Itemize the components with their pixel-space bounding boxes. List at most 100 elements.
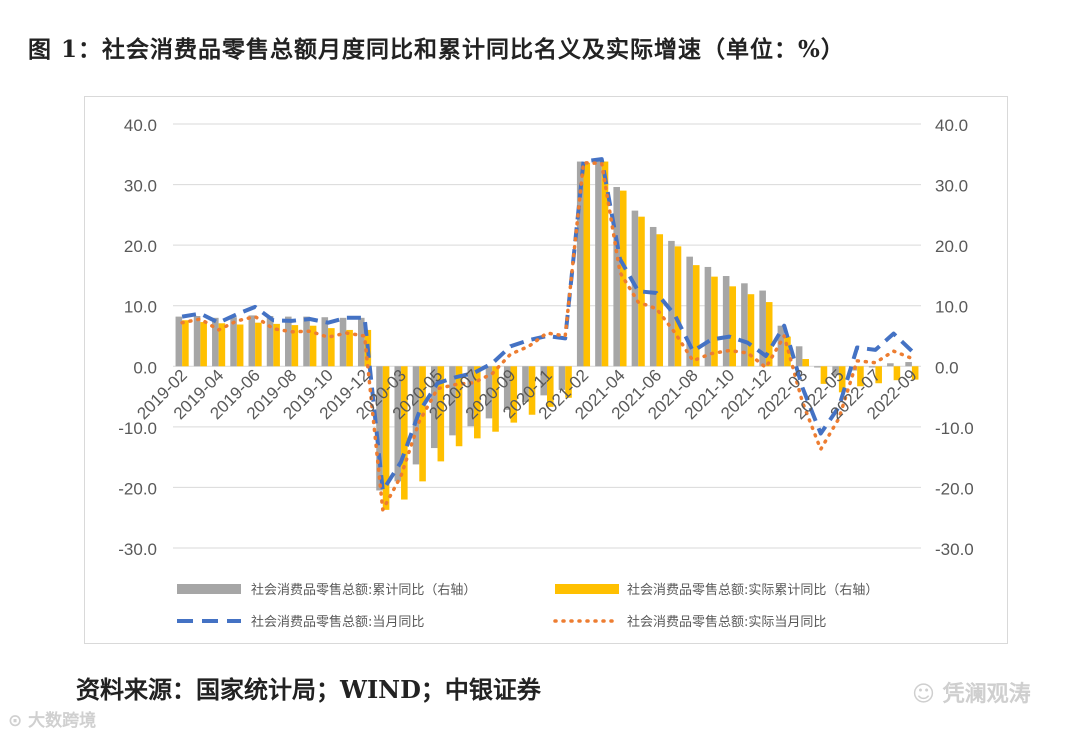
bar-cum-real [273,323,280,367]
bar-cum-nominal [741,283,748,367]
bar-cum-nominal [503,366,511,410]
bar-cum-nominal [175,316,183,367]
watermark-right: ☺ 凭澜观涛 [912,676,1031,708]
y-tick-label-left: -30.0 [118,540,157,559]
bar-cum-real [857,366,864,387]
bar-cum-nominal [595,160,602,367]
watermark-left: ⊙ 大数跨境 [8,706,96,731]
bar-cum-real [838,366,846,393]
bar-cum-real [218,323,226,367]
bar-cum-real [510,366,518,423]
bar-cum-nominal [668,240,675,367]
bar-cum-real [729,286,737,367]
bar-cum-real [547,366,554,407]
y-tick-label-right: 40.0 [935,116,968,135]
bar-cum-nominal [230,317,237,367]
bar-cum-nominal [558,366,566,390]
weibo-icon: ⊙ [8,711,29,731]
source-note: 资料来源：国家统计局；WIND；中银证券 [76,675,541,704]
bar-cum-nominal [759,290,766,367]
bar-cum-real [382,366,390,510]
bar-cum-real [619,190,627,367]
bar-cum-nominal [649,226,657,367]
bar-cum-real [255,322,262,367]
bar-cum-nominal [303,316,310,367]
wechat-icon: ☺ [912,682,943,707]
y-tick-label-right: 0.0 [935,358,959,377]
bar-cum-nominal [832,366,839,376]
bar-cum-real [291,325,299,367]
bar-cum-real [656,234,664,367]
bar-cum-real [802,359,809,367]
bar-cum-real [309,325,317,367]
bar-cum-nominal [613,186,620,367]
bar-cum-nominal [887,363,894,367]
bar-cum-real [893,366,901,381]
bar-cum-nominal [430,366,438,449]
bar-cum-nominal [449,366,456,436]
bar-cum-real [765,302,773,367]
y-tick-label-right: 30.0 [935,177,968,196]
bar-cum-nominal [686,256,693,367]
bar-cum-nominal [777,325,785,367]
bar-cum-real [474,366,481,439]
y-tick-label-left: 40.0 [124,116,157,135]
y-tick-label-right: -30.0 [935,540,974,559]
y-tick-label-left: 20.0 [124,237,157,256]
bar-cum-nominal [467,366,475,427]
legend-cum-real-swatch [555,584,619,594]
bar-cum-nominal [248,315,256,367]
y-tick-label-left: 0.0 [133,358,157,377]
bar-cum-nominal [868,366,876,368]
bar-cum-real [747,294,755,367]
y-tick-label-right: -20.0 [935,479,974,498]
bar-cum-nominal [722,276,730,367]
y-tick-label-left: -10.0 [118,419,157,438]
legend-cum-real-label: 社会消费品零售总额:实际累计同比（右轴） [627,582,878,598]
bar-cum-nominal [376,366,383,491]
bar-cum-nominal [193,316,201,367]
bar-cum-real [455,366,463,447]
bar-cum-nominal [905,362,912,367]
bar-cum-nominal [357,317,365,367]
figure-title: 图 1：社会消费品零售总额月度同比和累计同比名义及实际增速（单位：%） [28,36,845,63]
legend-cum-nominal-label: 社会消费品零售总额:累计同比（右轴） [251,582,476,598]
bar-cum-real [820,366,828,384]
watermark-right-text: 凭澜观涛 [942,682,1031,707]
bar-cum-real [565,366,572,398]
bar-cum-real [638,216,645,367]
bar-cum-nominal [339,317,347,367]
bar-cum-real [875,366,882,384]
chart-svg: 40.0 40.0 30.0 30.0 20.0 20.0 10.0 10.0 0.0 0.0 -1… [118,116,974,630]
bar-cum-nominal [212,317,219,367]
bar-cum-real [911,366,919,380]
y-tick-label-right: 10.0 [935,298,968,317]
bar-cum-real [437,366,445,462]
bar-cum-real [528,366,536,415]
line-monthly-real [180,161,914,512]
bar-cum-nominal [266,316,274,367]
bar-cum-nominal [485,366,493,419]
bar-cum-nominal [576,161,584,367]
bar-cum-nominal [814,366,821,368]
bar-cum-real [328,328,335,367]
bar-cum-real [711,276,718,367]
chart-frame: 40.0 40.0 30.0 30.0 20.0 20.0 10.0 10.0 0.0 0.0 -1… [84,96,1008,644]
y-tick-label-left: 10.0 [124,298,157,317]
bar-cum-real [419,366,426,482]
bar-cum-nominal [394,366,402,482]
legend-mon-nominal-label: 社会消费品零售总额:当月同比 [251,614,424,630]
y-tick-label-left: -20.0 [118,479,157,498]
legend-mon-real-label: 社会消费品零售总额:实际当月同比 [627,614,826,630]
bar-cum-real [674,246,682,367]
legend-cum-nominal-swatch [177,584,241,594]
bar-cum-real [200,322,207,367]
bar-cum-real [492,366,499,432]
y-tick-label-right: 20.0 [935,237,968,256]
y-tick-label-left: 30.0 [124,177,157,196]
bar-cum-real [692,265,700,367]
bar-cum-real [401,366,408,500]
bar-cum-real [236,324,244,367]
bar-cum-real [182,320,189,367]
bar-cum-nominal [285,316,292,367]
